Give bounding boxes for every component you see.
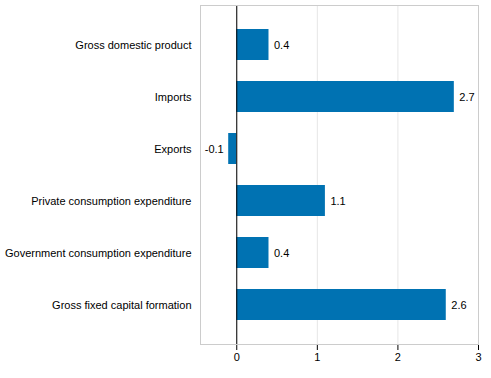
svg-text:-0.1: -0.1 xyxy=(205,143,224,155)
svg-text:2.6: 2.6 xyxy=(451,299,466,311)
svg-text:3: 3 xyxy=(475,351,481,363)
svg-text:Gross fixed capital formation: Gross fixed capital formation xyxy=(52,299,191,311)
svg-text:Exports: Exports xyxy=(154,143,192,155)
svg-text:Private consumption expenditur: Private consumption expenditure xyxy=(31,195,191,207)
svg-text:2.7: 2.7 xyxy=(459,91,474,103)
svg-text:0.4: 0.4 xyxy=(274,247,289,259)
svg-text:Imports: Imports xyxy=(155,91,192,103)
svg-text:2: 2 xyxy=(395,351,401,363)
svg-text:1.1: 1.1 xyxy=(330,195,345,207)
svg-text:1: 1 xyxy=(314,351,320,363)
svg-text:0: 0 xyxy=(234,351,240,363)
svg-text:0.4: 0.4 xyxy=(274,39,289,51)
svg-text:Gross domestic product: Gross domestic product xyxy=(75,39,191,51)
svg-text:Government consumption expendi: Government consumption expenditure xyxy=(5,247,192,259)
